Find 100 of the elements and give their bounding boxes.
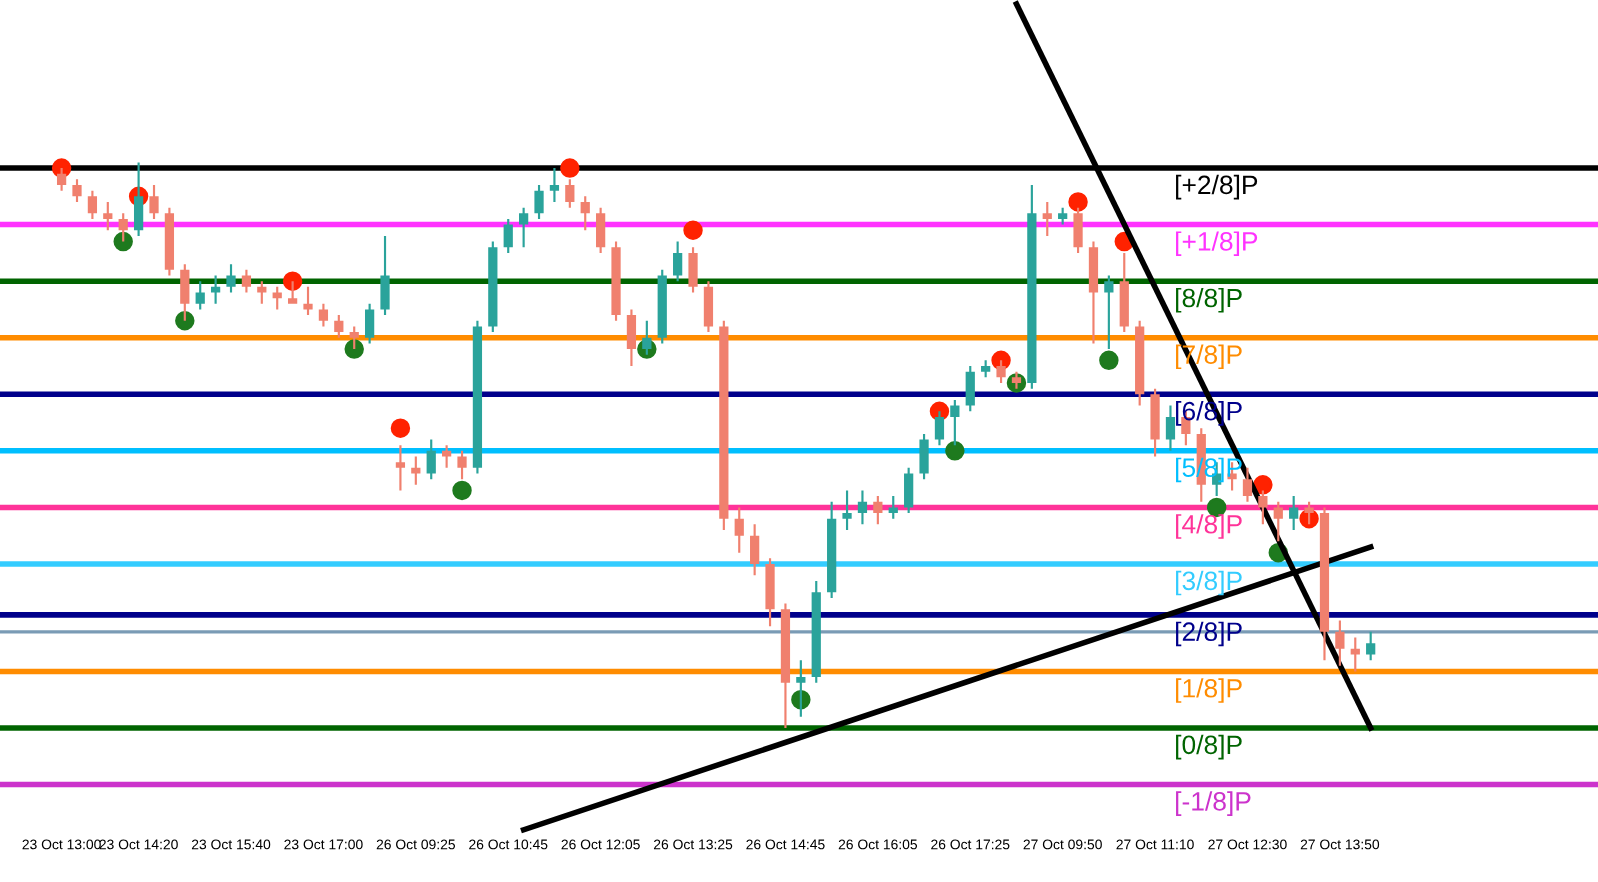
candlestick bbox=[303, 286, 313, 316]
candlestick bbox=[596, 207, 606, 253]
candlestick bbox=[488, 241, 498, 333]
candlestick bbox=[272, 286, 282, 310]
ref-line-label: [1/8]P bbox=[1176, 678, 1242, 703]
point bbox=[390, 418, 411, 438]
candlestick bbox=[549, 168, 560, 202]
candlestick bbox=[442, 445, 452, 468]
candlestick bbox=[734, 507, 744, 553]
candlestick bbox=[827, 501, 837, 598]
candlestick bbox=[934, 411, 945, 446]
candlestick bbox=[1119, 252, 1129, 333]
ref-line-label: [-1/8]P bbox=[1176, 791, 1251, 816]
point bbox=[175, 311, 195, 331]
candlestick bbox=[626, 309, 637, 366]
candlestick bbox=[103, 201, 113, 231]
candlestick bbox=[118, 213, 128, 242]
candlestick bbox=[796, 660, 806, 717]
candlestick bbox=[811, 580, 821, 683]
point bbox=[683, 220, 703, 240]
candlestick bbox=[780, 603, 791, 728]
candlestick bbox=[334, 315, 344, 338]
candlestick bbox=[1104, 275, 1114, 350]
candlestick bbox=[180, 264, 190, 321]
candlestick bbox=[565, 179, 575, 208]
candlestick bbox=[257, 281, 267, 304]
candlestick bbox=[133, 162, 144, 236]
point bbox=[560, 158, 580, 178]
candlestick bbox=[857, 490, 868, 525]
candlestick bbox=[472, 320, 483, 474]
candlestick bbox=[534, 185, 544, 219]
candlestick bbox=[411, 456, 421, 485]
candlestick bbox=[611, 241, 621, 321]
candlestick bbox=[1058, 207, 1068, 225]
candlestick bbox=[72, 179, 82, 202]
candlestick bbox=[210, 275, 221, 304]
candlestick bbox=[1304, 501, 1314, 525]
point bbox=[282, 271, 303, 291]
candlestick bbox=[1135, 320, 1145, 406]
candlestick bbox=[981, 360, 991, 378]
point bbox=[1099, 350, 1119, 371]
candlestick bbox=[1011, 371, 1022, 389]
ref-line-label: [8/8]P bbox=[1176, 287, 1242, 313]
candlestick bbox=[87, 190, 98, 219]
candlestick bbox=[195, 281, 205, 310]
point bbox=[1068, 192, 1088, 212]
candlestick bbox=[842, 490, 852, 531]
candlestick bbox=[288, 281, 298, 304]
candlestick bbox=[1242, 467, 1253, 502]
candlestick bbox=[1319, 507, 1330, 661]
ref-line-label: [+2/8]P bbox=[1176, 174, 1258, 200]
candlestick bbox=[503, 218, 513, 253]
candlestick bbox=[365, 303, 375, 344]
ref-line-label: [0/8]P bbox=[1176, 734, 1242, 760]
candlestick bbox=[1366, 631, 1376, 661]
candlestick bbox=[457, 450, 467, 480]
candlestick bbox=[1088, 241, 1099, 344]
candlestick bbox=[580, 196, 590, 231]
candlestick bbox=[349, 326, 359, 350]
candlestick bbox=[965, 366, 975, 412]
ref-line-label: [+1/8]P bbox=[1176, 231, 1258, 256]
candlestick bbox=[1150, 388, 1160, 457]
candlestick bbox=[1042, 201, 1052, 236]
candlestick bbox=[226, 264, 236, 293]
candlestick bbox=[241, 269, 252, 293]
candlestick bbox=[642, 320, 652, 355]
ref-line-label: [3/8]P bbox=[1176, 570, 1242, 596]
candlestick bbox=[1273, 501, 1283, 542]
candlestick bbox=[919, 433, 929, 480]
ref-line-label: [2/8]P bbox=[1176, 621, 1242, 647]
candlestick bbox=[519, 207, 529, 248]
candlestick bbox=[950, 399, 960, 446]
candlestick bbox=[688, 247, 698, 293]
point bbox=[452, 480, 472, 501]
candlestick bbox=[657, 269, 667, 344]
ref-line-label: [4/8]P bbox=[1176, 514, 1242, 539]
point bbox=[344, 339, 364, 359]
candlestick bbox=[873, 496, 883, 525]
candlestick bbox=[1165, 405, 1176, 451]
candlestick bbox=[765, 558, 775, 627]
candlestick bbox=[426, 439, 436, 480]
candlestick bbox=[719, 320, 729, 531]
candlestick bbox=[149, 185, 159, 219]
candlestick bbox=[395, 445, 406, 491]
candlestick bbox=[56, 168, 67, 191]
point bbox=[113, 231, 133, 252]
candlestick bbox=[673, 241, 683, 282]
candlestick bbox=[1335, 620, 1345, 666]
candlestick bbox=[750, 524, 760, 576]
candlestick bbox=[1289, 496, 1299, 531]
candlestick bbox=[1027, 185, 1037, 389]
candlestick bbox=[380, 235, 390, 316]
candlestick bbox=[996, 360, 1006, 383]
candlestick bbox=[164, 207, 175, 276]
candlestick bbox=[904, 467, 914, 514]
candlestick bbox=[318, 303, 329, 327]
candlestick bbox=[1073, 207, 1083, 253]
point bbox=[945, 441, 965, 461]
candlestick bbox=[703, 281, 714, 333]
candlestick bbox=[888, 496, 898, 519]
